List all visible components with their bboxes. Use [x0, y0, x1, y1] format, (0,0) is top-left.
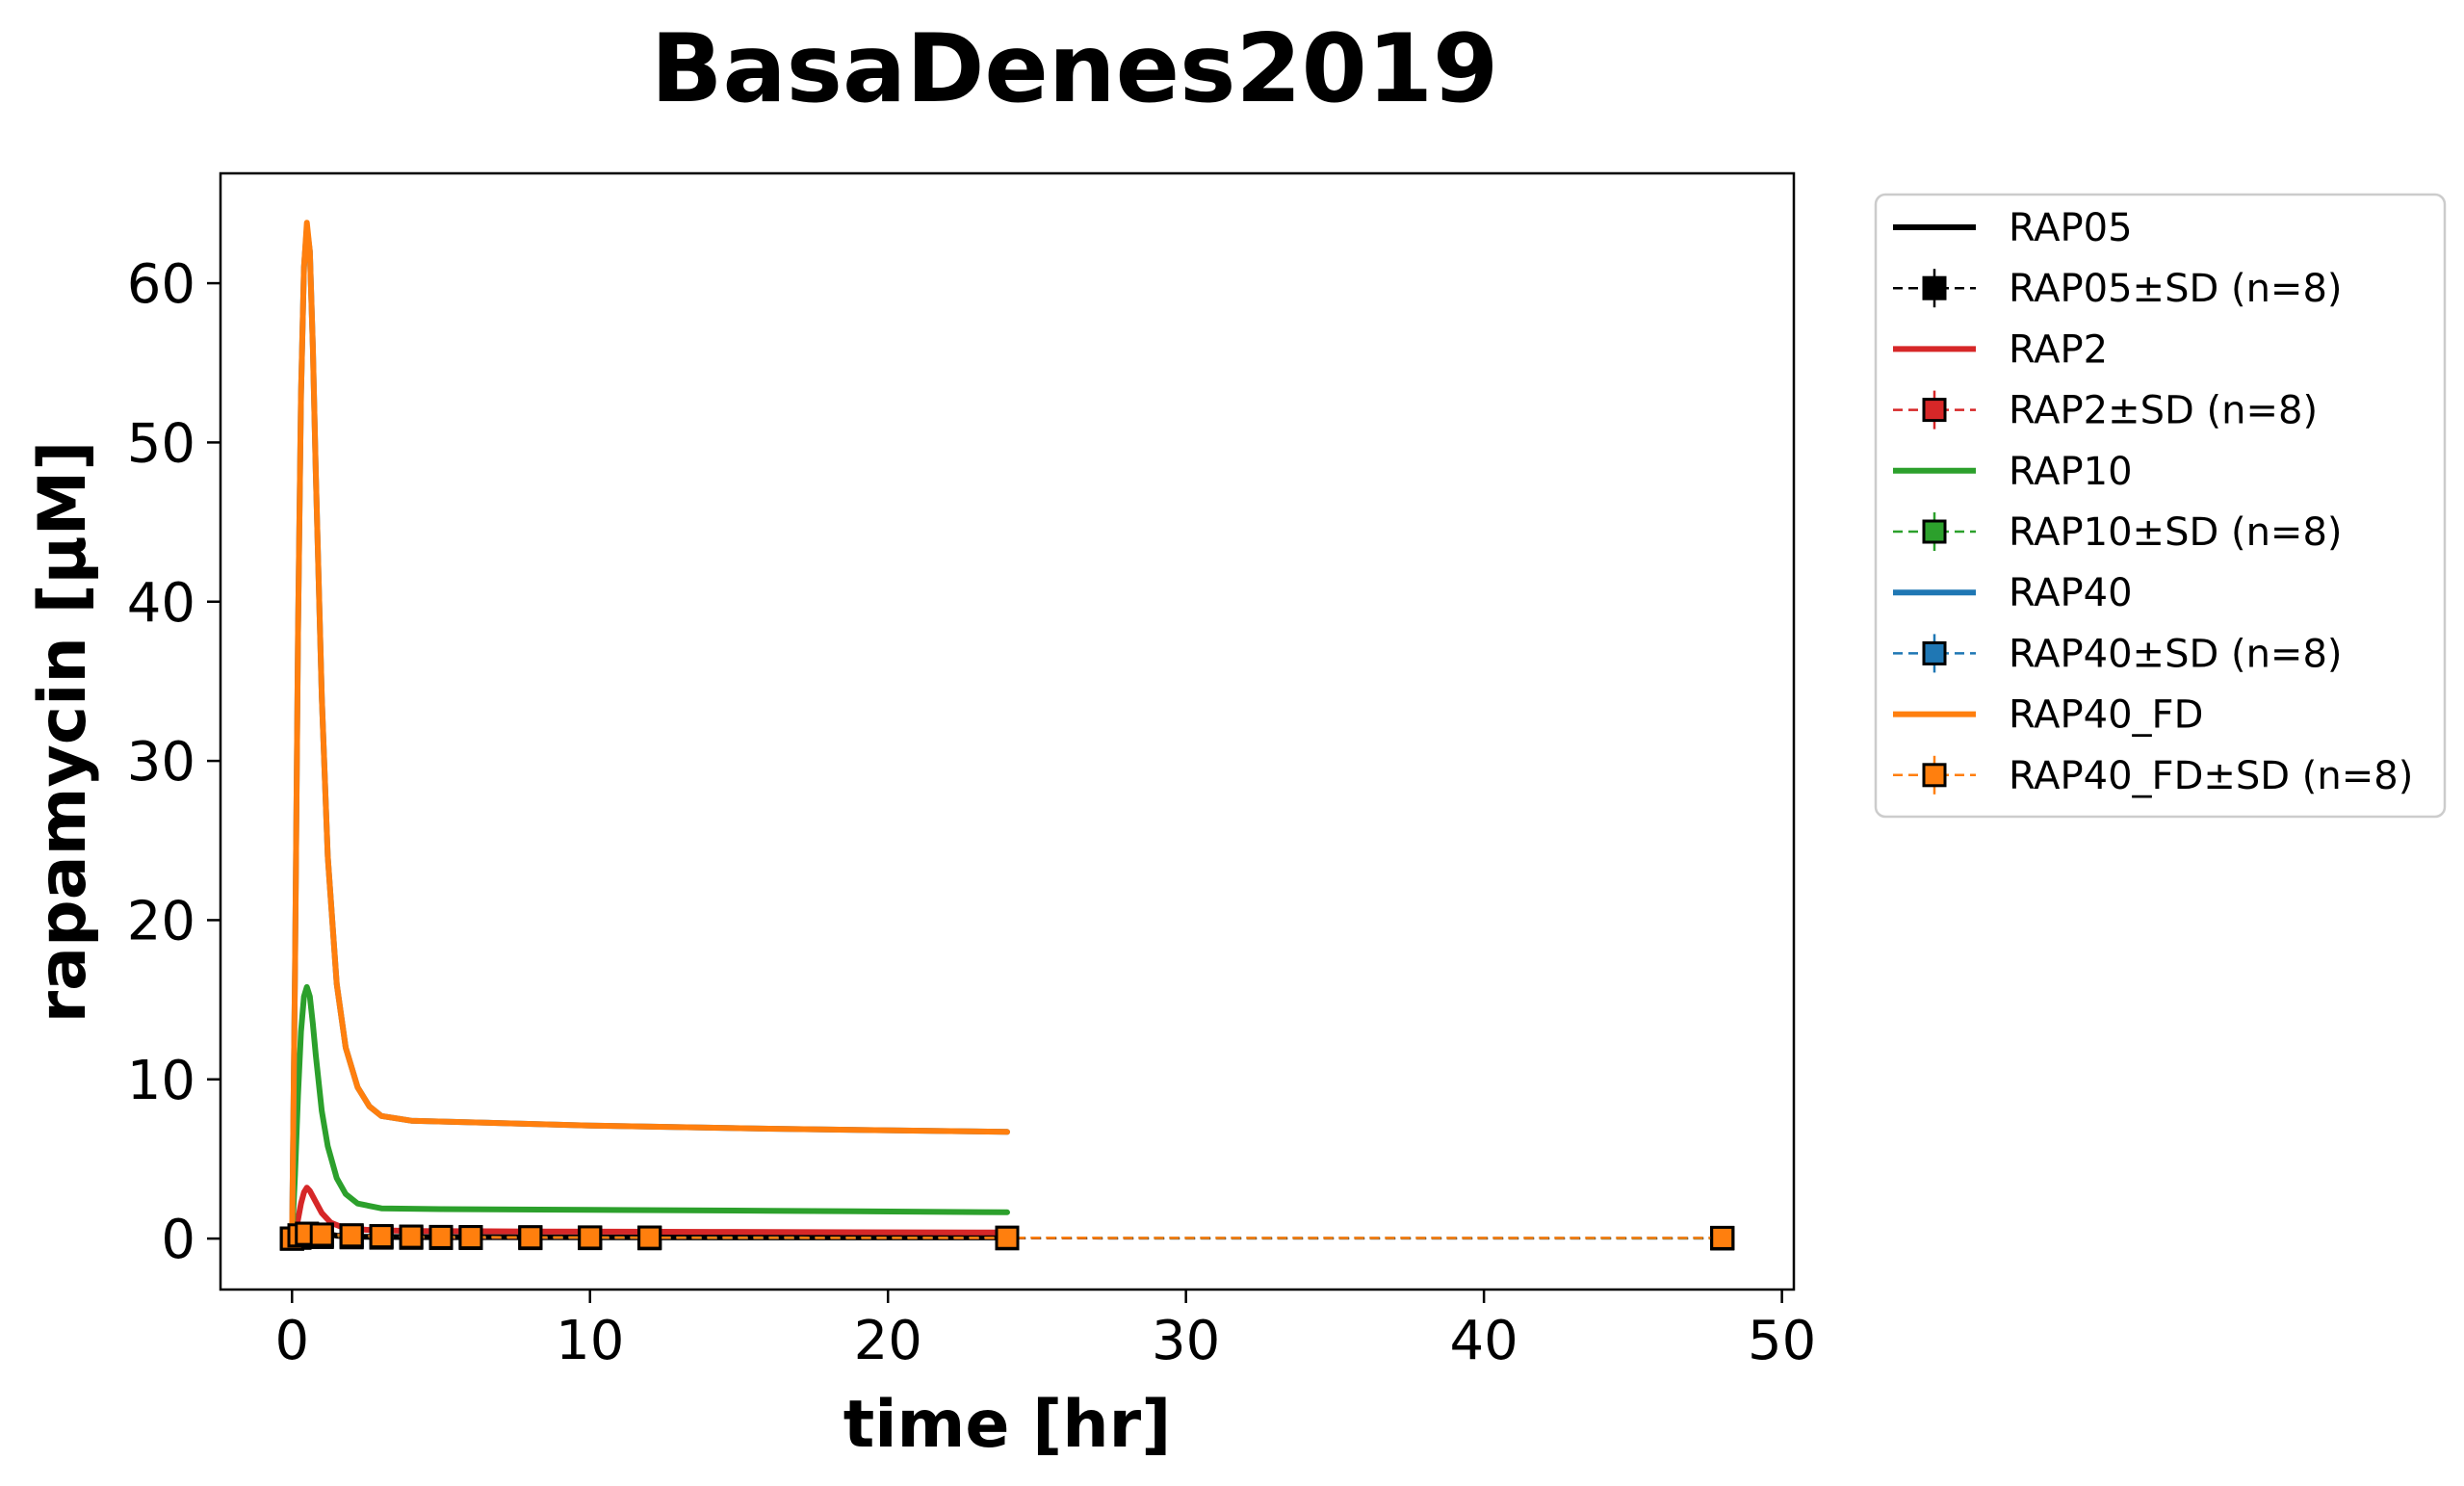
- legend-entry: RAP40_FD±SD (n=8): [1893, 754, 2413, 798]
- legend-label: RAP40±SD (n=8): [2009, 632, 2343, 676]
- legend-marker-swatch: [1922, 275, 1947, 300]
- legend-entry: RAP2: [1893, 327, 2108, 372]
- data-point: [309, 1222, 334, 1247]
- x-tick-label: 50: [1748, 1310, 1816, 1372]
- y-tick-label: 0: [161, 1209, 195, 1271]
- legend-marker-swatch: [1922, 640, 1947, 665]
- data-point: [399, 1224, 424, 1249]
- legend-entry: RAP05: [1893, 206, 2133, 250]
- y-tick-label: 20: [127, 890, 195, 952]
- legend-label: RAP40_FD: [2009, 693, 2203, 738]
- series-line: [289, 983, 1010, 1242]
- legend-entry: RAP40±SD (n=8): [1893, 632, 2343, 676]
- series-layer: [279, 220, 1735, 1251]
- x-tick-label: 10: [556, 1310, 624, 1372]
- data-point: [369, 1224, 394, 1249]
- series-RAP40_FD: [289, 220, 1010, 1242]
- legend-label: RAP2: [2009, 327, 2108, 372]
- series-RAP40_FD±SD (n=8): [279, 1221, 1735, 1251]
- legend-label: RAP10: [2009, 450, 2133, 494]
- legend-marker-swatch: [1922, 763, 1947, 788]
- legend-label: RAP10±SD (n=8): [2009, 510, 2343, 555]
- x-axis-label: time [hr]: [843, 1387, 1172, 1463]
- y-axis-ticks: 0 10 20 30 40 50 60: [127, 253, 220, 1271]
- data-point: [339, 1223, 364, 1248]
- y-axis-label: rapamycin [μM]: [25, 441, 101, 1024]
- series-RAP10: [289, 983, 1010, 1242]
- legend-entry: RAP10±SD (n=8): [1893, 510, 2343, 555]
- x-axis-ticks: 0 10 20 30 40 50: [274, 1290, 1816, 1372]
- plot-area: [220, 173, 1794, 1290]
- legend-entry: RAP10: [1893, 450, 2133, 494]
- legend-label: RAP2±SD (n=8): [2009, 389, 2318, 433]
- legend: RAP05 RAP05±SD (n=8) RAP2 RAP2±SD (n=8) RAP1…: [1874, 193, 2447, 819]
- x-tick-label: 40: [1450, 1310, 1518, 1372]
- y-tick-label: 50: [127, 412, 195, 475]
- legend-marker-swatch: [1922, 519, 1947, 544]
- plot-frame: [219, 171, 1796, 1291]
- data-point: [1710, 1225, 1735, 1250]
- data-point: [995, 1225, 1020, 1250]
- data-point: [578, 1225, 603, 1250]
- data-point: [428, 1224, 454, 1249]
- legend-entry: RAP05±SD (n=8): [1893, 267, 2343, 311]
- legend-entry: RAP2±SD (n=8): [1893, 389, 2318, 433]
- data-point: [458, 1225, 483, 1250]
- legend-label: RAP05±SD (n=8): [2009, 267, 2343, 311]
- data-point: [637, 1225, 662, 1250]
- legend-label: RAP40_FD±SD (n=8): [2009, 754, 2413, 798]
- legend-label: RAP05: [2009, 206, 2133, 250]
- legend-marker-swatch: [1922, 398, 1947, 423]
- legend-entry: RAP40: [1893, 571, 2133, 615]
- x-tick-label: 30: [1152, 1310, 1220, 1372]
- x-tick-label: 0: [274, 1310, 309, 1372]
- y-tick-label: 60: [127, 253, 195, 316]
- chart-title: BasaDenes2019: [651, 14, 1498, 124]
- x-tick-label: 20: [854, 1310, 922, 1372]
- legend-entries: RAP05 RAP05±SD (n=8) RAP2 RAP2±SD (n=8) RAP1…: [1893, 206, 2413, 798]
- y-tick-label: 40: [127, 572, 195, 635]
- data-point: [518, 1225, 543, 1250]
- y-tick-label: 30: [127, 731, 195, 794]
- legend-label: RAP40: [2009, 571, 2133, 615]
- legend-entry: RAP40_FD: [1893, 693, 2203, 738]
- y-tick-label: 10: [127, 1050, 195, 1112]
- legend-frame: [1874, 193, 2447, 819]
- series-line: [289, 220, 1010, 1242]
